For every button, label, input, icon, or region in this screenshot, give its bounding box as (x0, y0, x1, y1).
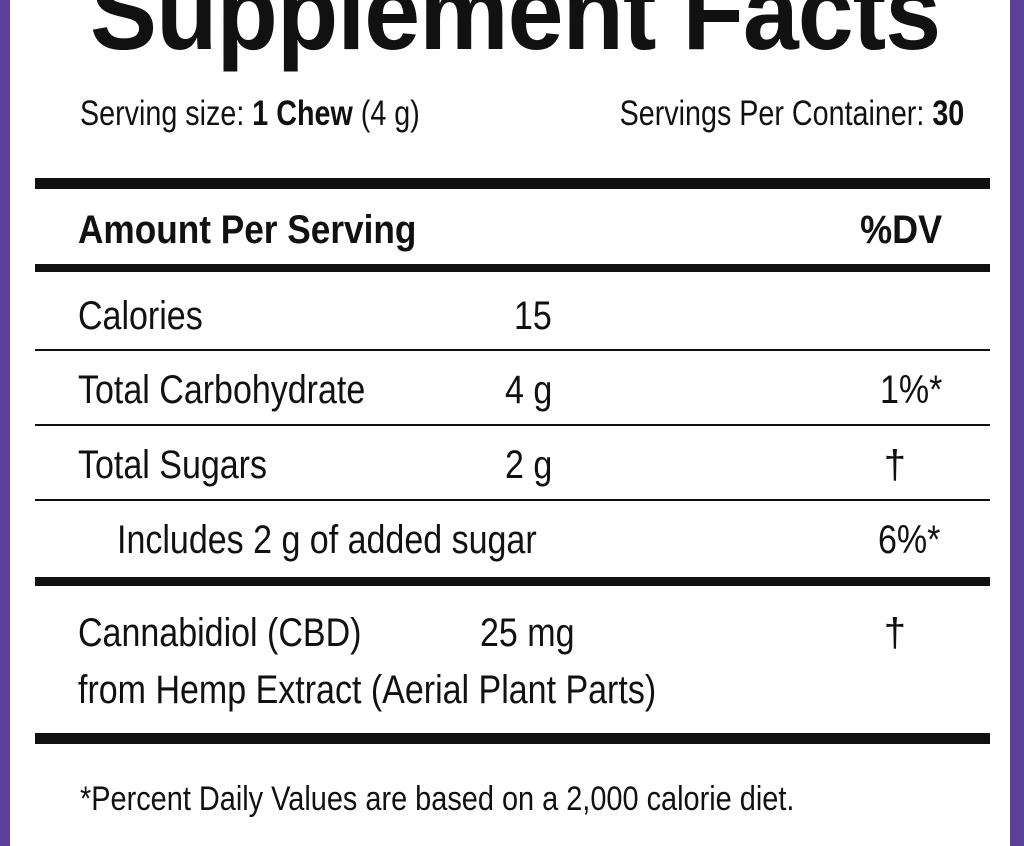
row-amount: 4 g (505, 368, 553, 412)
row-amount: 2 g (505, 443, 553, 487)
row-name: Total Carbohydrate (78, 368, 366, 412)
container-label: Servings Per Container: (619, 94, 925, 133)
row-name: Calories (78, 294, 203, 338)
row-amount: 15 (514, 294, 552, 338)
serving-size-value: 1 Chew (252, 94, 353, 133)
row-dv: 6%* (877, 518, 940, 562)
divider-thick (35, 733, 990, 744)
row-name: Includes 2 g of added sugar (117, 518, 537, 562)
border-left (0, 0, 10, 846)
border-right (1010, 0, 1024, 846)
row-name: Cannabidiol (CBD) (78, 611, 362, 655)
divider-thin (35, 499, 990, 501)
row-name: Total Sugars (78, 443, 267, 487)
row-dv: † (883, 443, 906, 487)
servings-per-container: Servings Per Container: 30 (619, 96, 964, 131)
divider-thick (35, 577, 990, 586)
serving-size: Serving size: 1 Chew (4 g) (80, 96, 420, 131)
divider-thick (35, 178, 990, 189)
serving-size-unit: (4 g) (360, 94, 420, 133)
title: Supplement Facts (90, 0, 941, 72)
divider-thin (35, 349, 990, 351)
footnote: *Percent Daily Values are based on a 2,0… (80, 780, 795, 818)
row-dv: † (883, 611, 906, 655)
row-dv: 1%* (879, 368, 942, 412)
serving-size-label: Serving size: (80, 94, 245, 133)
divider-medium (35, 264, 990, 272)
header-dv: %DV (859, 208, 942, 252)
container-value: 30 (932, 94, 964, 133)
header-amount: Amount Per Serving (78, 208, 417, 252)
row-source: from Hemp Extract (Aerial Plant Parts) (78, 668, 657, 712)
divider-thin (35, 424, 990, 426)
row-amount: 25 mg (480, 611, 575, 655)
